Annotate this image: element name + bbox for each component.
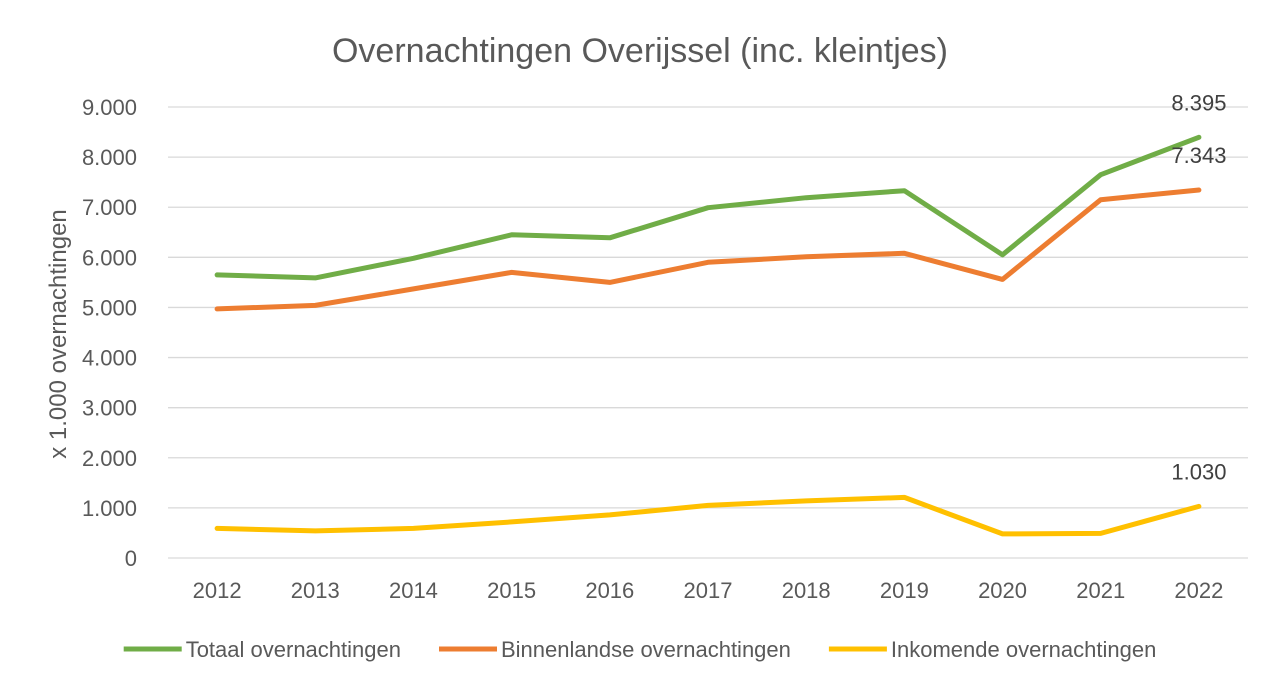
data-label: 8.395: [1171, 90, 1226, 115]
y-tick-label: 2.000: [82, 446, 137, 471]
x-tick-label: 2022: [1174, 578, 1223, 603]
x-tick-label: 2017: [684, 578, 733, 603]
y-tick-label: 9.000: [82, 95, 137, 120]
data-label: 7.343: [1171, 143, 1226, 168]
x-tick-label: 2016: [585, 578, 634, 603]
y-tick-label: 6.000: [82, 245, 137, 270]
legend-item: Binnenlandse overnachtingen: [439, 637, 791, 662]
legend-item: Inkomende overnachtingen: [828, 637, 1156, 662]
x-tick-label: 2013: [291, 578, 340, 603]
gridlines: [168, 106, 1248, 559]
y-tick-label: 8.000: [82, 145, 137, 170]
y-axis-ticks: 0 1.000 2.000 3.000 4.000 5.000 6.000 7.000 8.00…: [82, 95, 137, 571]
legend: Totaal overnachtingen Binnenlandse overna…: [123, 637, 1156, 662]
y-tick-label: 7.000: [82, 195, 137, 220]
x-tick-label: 2021: [1076, 578, 1125, 603]
legend-item: Totaal overnachtingen: [123, 637, 401, 662]
chart-title: Overnachtingen Overijssel (inc. kleintje…: [332, 32, 948, 70]
x-tick-label: 2015: [487, 578, 536, 603]
x-tick-label: 2014: [389, 578, 438, 603]
y-axis-title: x 1.000 overnachtingen: [45, 209, 72, 459]
series-line: [214, 187, 1202, 312]
y-tick-label: 1.000: [82, 496, 137, 521]
y-tick-label: 3.000: [82, 396, 137, 421]
legend-label: Inkomende overnachtingen: [891, 637, 1156, 662]
x-tick-label: 2019: [880, 578, 929, 603]
y-tick-label: 4.000: [82, 346, 137, 371]
y-tick-label: 5.000: [82, 295, 137, 320]
x-tick-label: 2020: [978, 578, 1027, 603]
series-line: [214, 494, 1202, 537]
series-lines: [214, 134, 1202, 537]
data-labels: 8.395 7.343 1.030: [1171, 90, 1226, 484]
data-label: 1.030: [1171, 459, 1226, 484]
x-tick-label: 2012: [193, 578, 242, 603]
legend-label: Totaal overnachtingen: [186, 637, 401, 662]
series-line: [214, 134, 1202, 281]
x-tick-label: 2018: [782, 578, 831, 603]
x-axis-ticks: 2012 2013 2014 2015 2016 2017 2018 2019 2020 2021…: [193, 578, 1224, 603]
legend-label: Binnenlandse overnachtingen: [501, 637, 791, 662]
y-tick-label: 0: [125, 546, 137, 571]
